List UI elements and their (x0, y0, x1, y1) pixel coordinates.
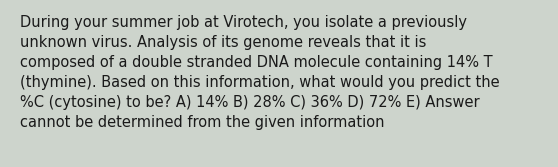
Text: During your summer job at Virotech, you isolate a previously
unknown virus. Anal: During your summer job at Virotech, you … (20, 15, 499, 130)
